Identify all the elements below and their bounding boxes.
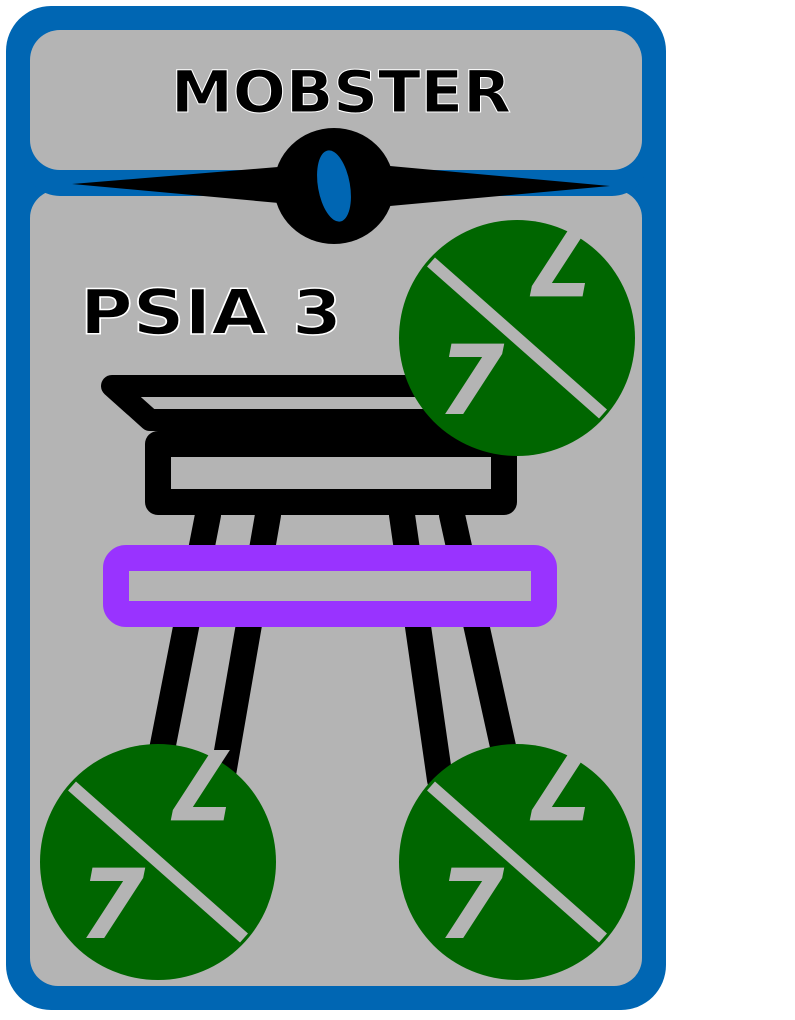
stat-token: 7 7 <box>399 203 635 456</box>
card-title: MOBSTER <box>171 58 511 126</box>
card-name: PSIA 3 <box>80 276 342 349</box>
stat-value-right: 7 <box>529 727 596 839</box>
stat-value-left: 7 <box>438 849 505 961</box>
stat-value-left: 7 <box>438 325 505 437</box>
stat-divider <box>427 781 607 943</box>
stat-token: 7 7 <box>40 727 276 980</box>
ornament-spike-left <box>72 166 330 204</box>
stat-value-right: 7 <box>529 203 596 315</box>
mobster-illustration <box>101 375 519 793</box>
purple-belt <box>103 545 557 627</box>
cost-ornament: 0 <box>0 0 610 244</box>
stat-divider <box>68 781 248 943</box>
stat-value-left: 7 <box>79 849 146 961</box>
header-panel <box>30 30 642 170</box>
ornament-spike-right <box>350 166 610 206</box>
stat-token: 7 7 <box>399 727 635 980</box>
cost-hole <box>317 150 351 222</box>
hat-top <box>101 375 461 431</box>
stat-divider <box>427 257 607 419</box>
stat-value-right: 7 <box>170 727 237 839</box>
hat-band <box>145 431 517 515</box>
cost-value: 0 <box>0 0 1 1</box>
